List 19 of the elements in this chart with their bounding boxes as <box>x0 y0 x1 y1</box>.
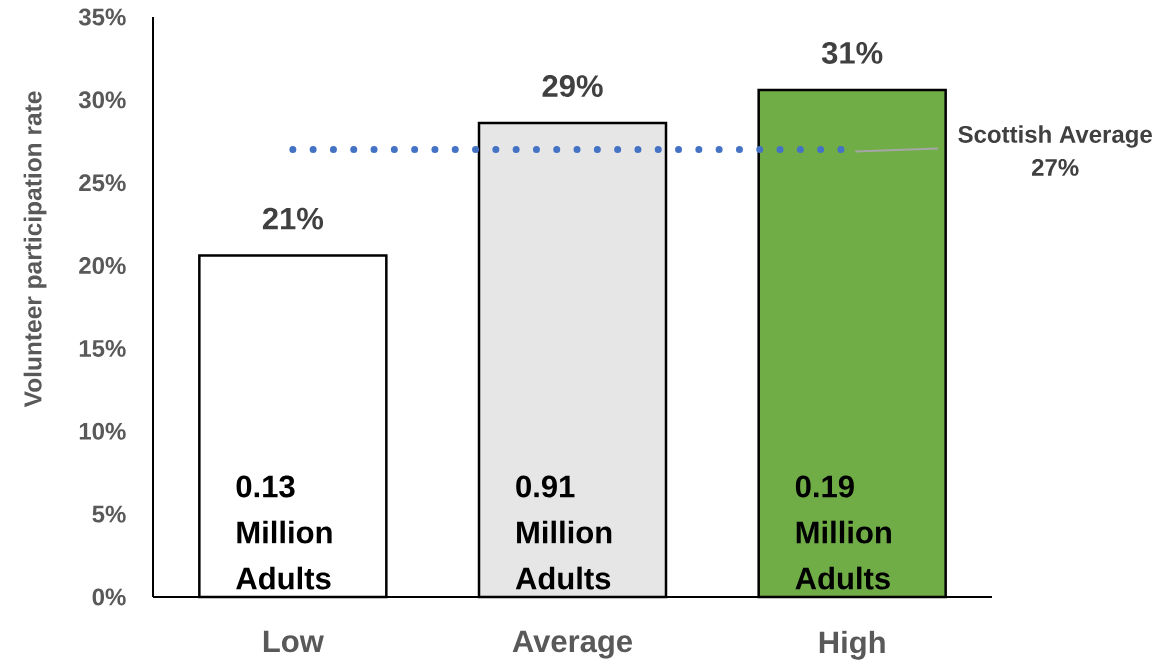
y-tick-label: 15% <box>79 339 126 357</box>
annotation: 0.19 Million Adults <box>795 475 891 590</box>
data-label: 31% <box>821 41 883 64</box>
annotation: 0.91 Million Adults <box>515 475 612 590</box>
y-tick-label: 20% <box>79 257 126 275</box>
y-axis-title: Volunteer participation rate <box>23 91 47 408</box>
data-label: 29% <box>542 75 603 98</box>
y-tick-label: 30% <box>78 91 126 109</box>
annotation: 0.13 Million Adults <box>236 475 332 590</box>
ref-line-label: Scottish Average 27% <box>958 125 1152 176</box>
y-tick-label: 10% <box>79 422 126 440</box>
y-tick-label: 5% <box>92 505 126 523</box>
y-tick-label: 25% <box>79 174 126 192</box>
x-tick-label: Low <box>263 630 324 653</box>
x-tick-label: High <box>819 630 885 660</box>
y-tick-label: 0% <box>92 588 126 606</box>
data-label: 21% <box>262 207 324 230</box>
x-tick-label: Average <box>512 630 633 659</box>
y-tick-label: 35% <box>78 8 126 26</box>
